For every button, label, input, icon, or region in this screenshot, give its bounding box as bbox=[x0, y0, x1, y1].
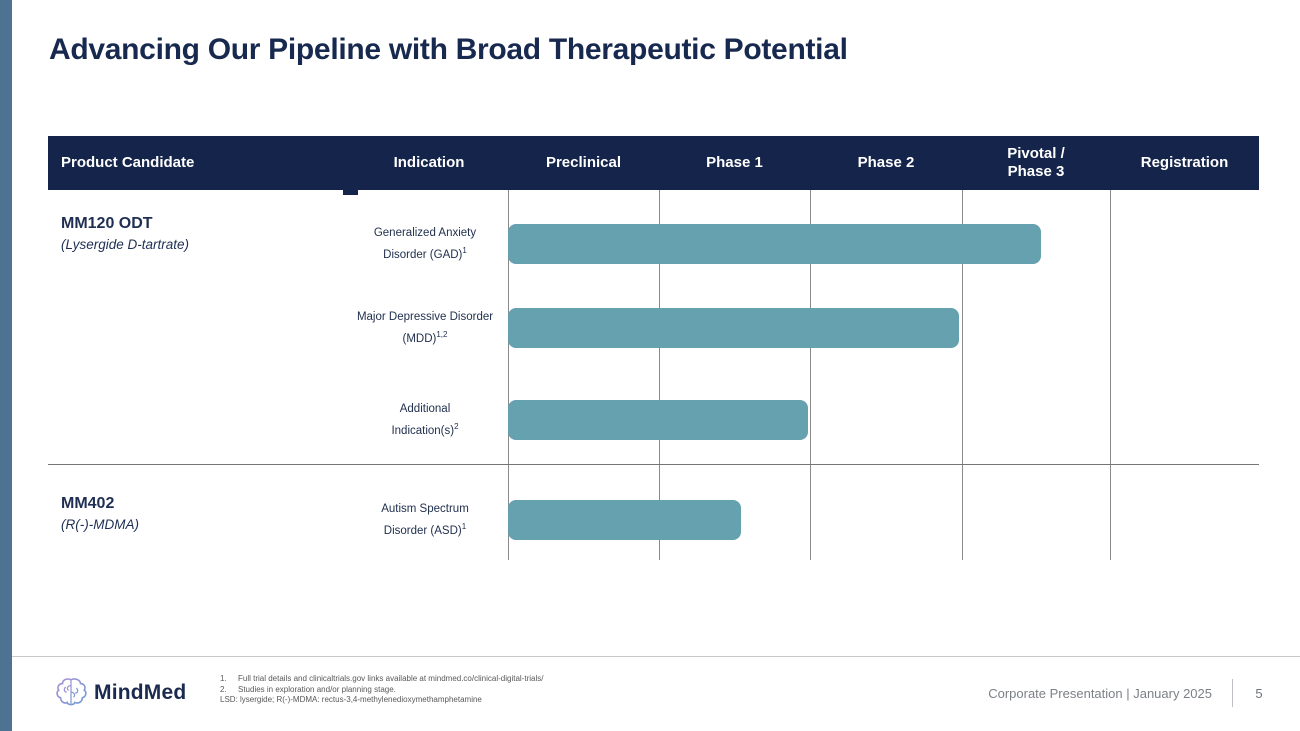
product-row-separator bbox=[48, 464, 1259, 465]
footnote-1: 1. Full trial details and clinicaltrials… bbox=[220, 674, 544, 683]
brain-icon bbox=[56, 678, 87, 706]
logo-wordmark: MindMed bbox=[94, 681, 187, 704]
page-title: Advancing Our Pipeline with Broad Therap… bbox=[49, 33, 848, 66]
product-candidate-mm120: MM120 ODT (Lysergide D-tartrate) bbox=[61, 215, 189, 252]
column-header-preclinical: Preclinical bbox=[545, 154, 622, 171]
pipeline-table: Product Candidate Indication Preclinical… bbox=[48, 136, 1259, 565]
phase-gridline-phase1 bbox=[659, 190, 660, 560]
column-header-phase1: Phase 1 bbox=[706, 154, 763, 171]
footer-vertical-divider bbox=[1232, 679, 1233, 707]
phase-gridline-preclinical bbox=[508, 190, 509, 560]
column-header-product-candidate: Product Candidate bbox=[61, 154, 195, 171]
indication-label-mdd: Major Depressive Disorder (MDD)1,2 bbox=[356, 310, 494, 345]
left-accent-stripe bbox=[0, 0, 12, 731]
column-header-phase2: Phase 2 bbox=[857, 154, 915, 171]
footnote-ref: 1 bbox=[462, 245, 467, 255]
table-body: MM120 ODT (Lysergide D-tartrate) General… bbox=[48, 190, 1259, 565]
footnote-abbreviations: LSD: lysergide; R(-)-MDMA: rectus-3,4-me… bbox=[220, 695, 482, 704]
indication-label-gad: Generalized Anxiety Disorder (GAD)1 bbox=[373, 226, 477, 261]
column-header-pivotal-phase3: Pivotal / Phase 3 bbox=[1007, 145, 1065, 180]
indication-label-additional: Additional Indication(s)2 bbox=[391, 402, 459, 437]
table-header-row: Product Candidate Indication Preclinical… bbox=[48, 136, 1259, 190]
footnote-ref: 1,2 bbox=[436, 329, 448, 339]
pipeline-bar-gad bbox=[508, 224, 1042, 264]
pipeline-bar-asd bbox=[508, 500, 741, 540]
product-compound: (R(-)-MDMA) bbox=[61, 517, 139, 532]
footnotes-block: 1. Full trial details and clinicaltrials… bbox=[220, 674, 720, 706]
phase-gridline-pivotal bbox=[962, 190, 963, 560]
product-compound: (Lysergide D-tartrate) bbox=[61, 237, 190, 252]
mindmed-logo: MindMed bbox=[54, 676, 186, 710]
footnote-2: 2. Studies in exploration and/or plannin… bbox=[220, 684, 396, 694]
pipeline-bar-additional-indications bbox=[508, 400, 809, 440]
column-header-registration: Registration bbox=[1140, 154, 1229, 171]
product-name: MM120 ODT bbox=[61, 215, 153, 232]
footer-presentation-label: Corporate Presentation | January 2025 bbox=[988, 686, 1212, 701]
phase-gridline-registration bbox=[1110, 190, 1111, 560]
page-number: 5 bbox=[1255, 686, 1263, 701]
footnote-ref: 1 bbox=[461, 521, 467, 531]
column-header-indication: Indication bbox=[393, 154, 465, 171]
phase-gridline-phase2 bbox=[810, 190, 811, 560]
product-name: MM402 bbox=[61, 495, 115, 512]
product-candidate-mm402: MM402 (R(-)-MDMA) bbox=[61, 495, 139, 532]
pipeline-bar-mdd bbox=[508, 308, 959, 348]
indication-label-asd: Autism Spectrum Disorder (ASD)1 bbox=[381, 502, 469, 537]
footer-divider-line bbox=[12, 656, 1300, 657]
footnote-ref: 2 bbox=[454, 421, 459, 431]
header-notch-decoration bbox=[343, 190, 358, 195]
